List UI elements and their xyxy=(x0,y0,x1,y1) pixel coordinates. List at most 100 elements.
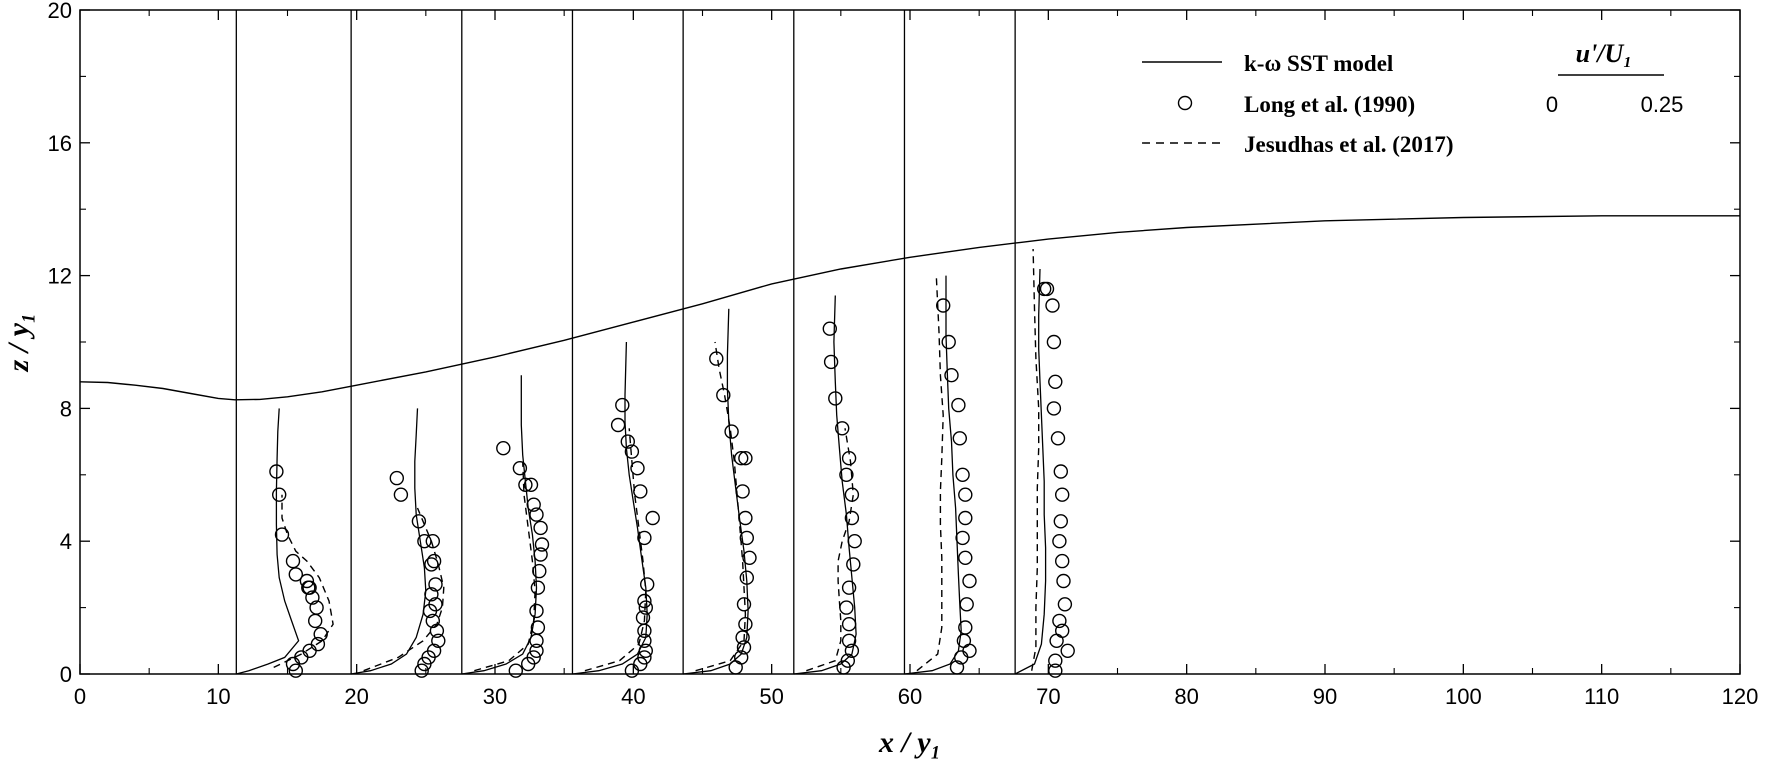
exp-point xyxy=(640,577,655,592)
exp-point xyxy=(962,573,977,589)
exp-point xyxy=(739,530,754,546)
exp-point xyxy=(955,530,970,546)
model-profile-8 xyxy=(1014,268,1047,675)
exp-point xyxy=(1048,653,1063,668)
x-axis-title: x / y₁ xyxy=(878,726,941,759)
scale-max-label: 0.25 xyxy=(1641,92,1684,117)
exp-point xyxy=(952,431,967,446)
legend-experiment-label: Long et al. (1990) xyxy=(1244,92,1415,117)
exp-point xyxy=(1052,613,1067,629)
exp-point xyxy=(1052,534,1067,549)
exp-point xyxy=(724,424,739,439)
exp-point xyxy=(288,567,303,582)
y-tick-label: 4 xyxy=(60,529,72,554)
exp-point xyxy=(728,660,743,675)
plot-frame xyxy=(79,9,1741,675)
exp-point xyxy=(624,444,640,459)
exp-point xyxy=(738,617,753,632)
exp-point xyxy=(529,633,544,648)
exp-point xyxy=(610,417,626,433)
exp-point xyxy=(1053,514,1069,529)
exp-point xyxy=(302,643,317,658)
exp-point xyxy=(738,510,753,526)
exp-point xyxy=(951,397,966,413)
exp-point xyxy=(839,600,854,615)
station-profiles xyxy=(235,10,1075,678)
exp-point xyxy=(844,643,860,658)
exp-point xyxy=(630,461,645,476)
exp-point xyxy=(841,633,857,648)
exp-point xyxy=(709,351,724,366)
exp-point xyxy=(637,530,652,546)
x-tick-label: 20 xyxy=(344,684,368,709)
exp-point xyxy=(962,643,977,658)
legend: k-ω SST model Long et al. (1990) Jesudha… xyxy=(1142,51,1454,157)
exp-point xyxy=(1050,431,1066,446)
exp-point xyxy=(844,487,860,502)
exp-point xyxy=(1045,298,1060,313)
les-profile-2 xyxy=(363,507,445,672)
x-tick-label: 70 xyxy=(1036,684,1060,709)
exp-point xyxy=(1057,597,1073,612)
exp-point xyxy=(738,451,753,466)
exp-point xyxy=(936,298,951,313)
x-tick-label: 120 xyxy=(1722,684,1759,709)
x-tick-label: 80 xyxy=(1174,684,1198,709)
exp-point xyxy=(411,514,427,529)
exp-point xyxy=(428,597,443,612)
exp-point xyxy=(736,597,752,612)
exp-point xyxy=(414,663,429,678)
exp-point xyxy=(846,557,861,572)
exp-point xyxy=(426,643,442,658)
exp-point xyxy=(958,510,973,526)
exp-point xyxy=(1054,553,1070,569)
scale-min-label: 0 xyxy=(1546,92,1558,117)
exp-point xyxy=(716,387,731,403)
exp-point xyxy=(426,553,442,569)
exp-point xyxy=(735,484,750,499)
exp-point xyxy=(529,603,544,619)
exp-point xyxy=(285,553,301,569)
x-tick-label: 100 xyxy=(1445,684,1482,709)
x-tick-label: 10 xyxy=(206,684,230,709)
x-tick-label: 90 xyxy=(1313,684,1337,709)
exp-point xyxy=(533,547,548,562)
exp-point xyxy=(949,660,965,675)
exp-point xyxy=(529,643,544,658)
exp-point xyxy=(529,507,544,522)
exp-point xyxy=(637,593,652,609)
model-profile-7 xyxy=(904,275,962,675)
y-tick-label: 20 xyxy=(48,0,72,23)
les-profile-6 xyxy=(806,428,855,672)
exp-point xyxy=(313,627,328,642)
exp-point xyxy=(1049,633,1064,648)
exp-point xyxy=(272,487,287,502)
y-tick-label: 0 xyxy=(60,662,72,687)
y-axis-title: z / y₁ xyxy=(2,313,35,373)
exp-point xyxy=(1056,573,1071,589)
exp-point xyxy=(847,534,862,549)
x-tick-label: 110 xyxy=(1584,684,1619,709)
exp-point xyxy=(637,650,652,665)
model-profile-5 xyxy=(683,308,749,675)
exp-point xyxy=(955,467,970,482)
exp-point xyxy=(299,573,315,589)
exp-point xyxy=(835,421,850,436)
exp-point xyxy=(734,650,749,665)
free-surface-layer xyxy=(79,215,1740,401)
exp-point xyxy=(1046,334,1062,350)
exp-point xyxy=(958,620,973,635)
velocity-scale: u'/U₁ 0 0.25 xyxy=(1546,39,1684,117)
exp-point xyxy=(844,510,860,526)
exp-point xyxy=(1036,281,1052,297)
exp-point xyxy=(305,590,320,605)
exp-point xyxy=(1060,643,1075,658)
exp-point xyxy=(638,643,653,658)
legend-model-label: k-ω SST model xyxy=(1244,51,1393,76)
legend-les-label: Jesudhas et al. (2017) xyxy=(1244,132,1454,157)
exp-point xyxy=(512,461,528,476)
x-tick-label: 30 xyxy=(483,684,507,709)
exp-point xyxy=(424,587,439,602)
exp-point xyxy=(822,321,837,336)
exp-point xyxy=(823,354,839,370)
